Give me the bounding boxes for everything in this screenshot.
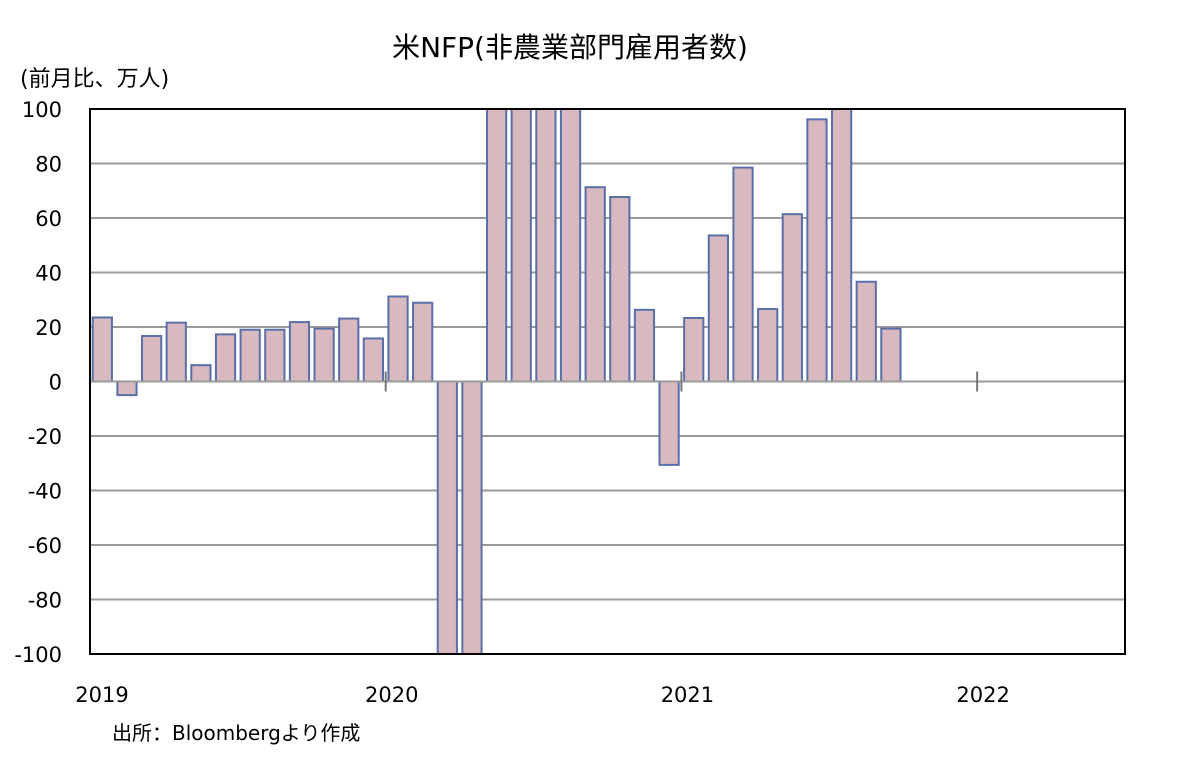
- bar-2019-02: [116, 380, 138, 397]
- bar-2021-06: [806, 118, 828, 383]
- bar-2019-10: [313, 327, 335, 383]
- bar-2020-04: [461, 380, 483, 655]
- bar-2019-05: [190, 364, 212, 383]
- bar-2021-07: [830, 108, 853, 383]
- y-tick-label: 100: [22, 98, 62, 122]
- y-tick-labels: 100 80 60 40 20 0 -20 -40 -60 -80 -100: [14, 98, 62, 667]
- plot-area-border: [89, 108, 1126, 655]
- bar-2020-12: [658, 380, 680, 466]
- bar-2019-07: [239, 328, 261, 383]
- bar-2019-06: [214, 333, 237, 383]
- y-tick-label: 40: [35, 262, 62, 286]
- bar-2021-08: [855, 280, 877, 383]
- bar-2020-10: [609, 196, 631, 383]
- y-tick-label: -40: [28, 480, 62, 504]
- y-axis-unit-label: (前月比、万人): [20, 67, 169, 92]
- bar-2019-04: [165, 321, 187, 383]
- bar-2020-02: [412, 301, 434, 383]
- bar-2019-01: [91, 316, 113, 383]
- bar-2021-02: [707, 234, 730, 383]
- bars: [90, 108, 1125, 655]
- x-year-label: 2021: [661, 683, 714, 707]
- bar-2020-06: [510, 108, 532, 383]
- y-tick-label: 80: [35, 153, 62, 177]
- source-note: 出所：Bloombergより作成: [112, 721, 360, 745]
- bar-2019-09: [288, 321, 311, 383]
- bar-2020-09: [584, 186, 606, 383]
- chart-title: 米NFP(非農業部門雇用者数): [392, 31, 748, 64]
- bar-2021-03: [732, 166, 754, 383]
- y-tick-label: -80: [28, 589, 62, 613]
- bar-2020-11: [633, 308, 656, 383]
- x-tick-labels: 2019 2020 2021 2022: [75, 371, 1010, 707]
- y-tick-label: 20: [35, 316, 62, 340]
- bar-2020-01: [387, 295, 409, 383]
- bar-2020-05: [485, 108, 508, 383]
- bar-2019-08: [264, 328, 286, 383]
- y-tick-label: -20: [28, 425, 62, 449]
- bar-2020-03: [436, 380, 458, 655]
- y-tick-label: 60: [35, 207, 62, 231]
- x-year-label: 2019: [75, 683, 128, 707]
- bar-2021-05: [781, 213, 803, 383]
- y-tick-label: 0: [49, 371, 62, 395]
- x-year-label: 2022: [956, 683, 1009, 707]
- y-tick-label: -60: [28, 534, 62, 558]
- bar-2021-01: [683, 317, 705, 383]
- y-tick-label: -100: [14, 643, 62, 667]
- bar-2021-09: [880, 327, 902, 383]
- bar-2019-11: [338, 317, 360, 383]
- bar-2019-12: [362, 337, 385, 383]
- bar-2019-03: [140, 334, 163, 383]
- bar-2020-08: [559, 108, 582, 383]
- bar-2021-04: [757, 308, 779, 383]
- x-year-label: 2020: [365, 683, 418, 707]
- bar-2020-07: [535, 108, 557, 383]
